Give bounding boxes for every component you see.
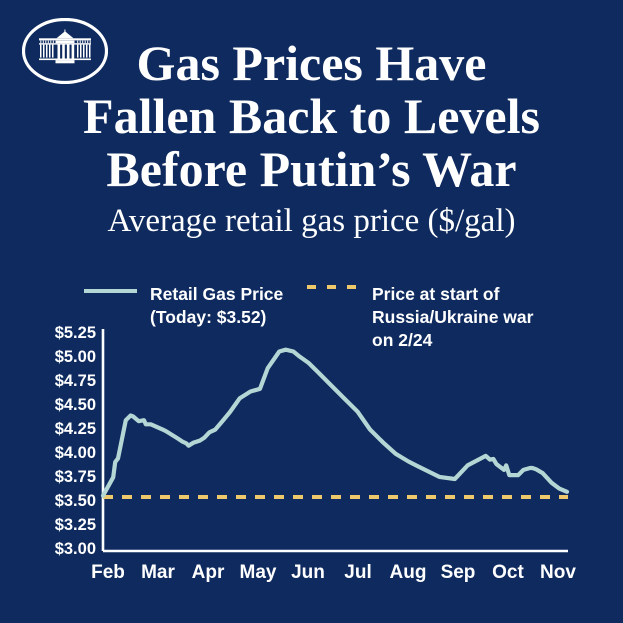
svg-text:Jun: Jun bbox=[291, 562, 325, 583]
svg-text:Mar: Mar bbox=[141, 562, 175, 583]
svg-text:$5.00: $5.00 bbox=[55, 348, 96, 366]
svg-text:$3.00: $3.00 bbox=[55, 540, 96, 558]
svg-text:Nov: Nov bbox=[540, 562, 576, 583]
svg-text:$3.50: $3.50 bbox=[55, 492, 96, 510]
svg-text:$4.00: $4.00 bbox=[55, 444, 96, 462]
svg-text:May: May bbox=[240, 562, 277, 583]
svg-text:$4.75: $4.75 bbox=[55, 372, 96, 390]
svg-text:Oct: Oct bbox=[492, 562, 524, 583]
svg-text:Apr: Apr bbox=[192, 562, 225, 583]
svg-text:$3.75: $3.75 bbox=[55, 468, 96, 486]
svg-text:$3.25: $3.25 bbox=[55, 516, 96, 534]
svg-text:Sep: Sep bbox=[441, 562, 476, 583]
svg-text:Jul: Jul bbox=[344, 562, 371, 583]
svg-text:$4.25: $4.25 bbox=[55, 420, 96, 438]
svg-text:Aug: Aug bbox=[390, 562, 427, 583]
svg-text:Feb: Feb bbox=[91, 562, 125, 583]
svg-text:$5.25: $5.25 bbox=[55, 324, 96, 342]
svg-text:$4.50: $4.50 bbox=[55, 396, 96, 414]
